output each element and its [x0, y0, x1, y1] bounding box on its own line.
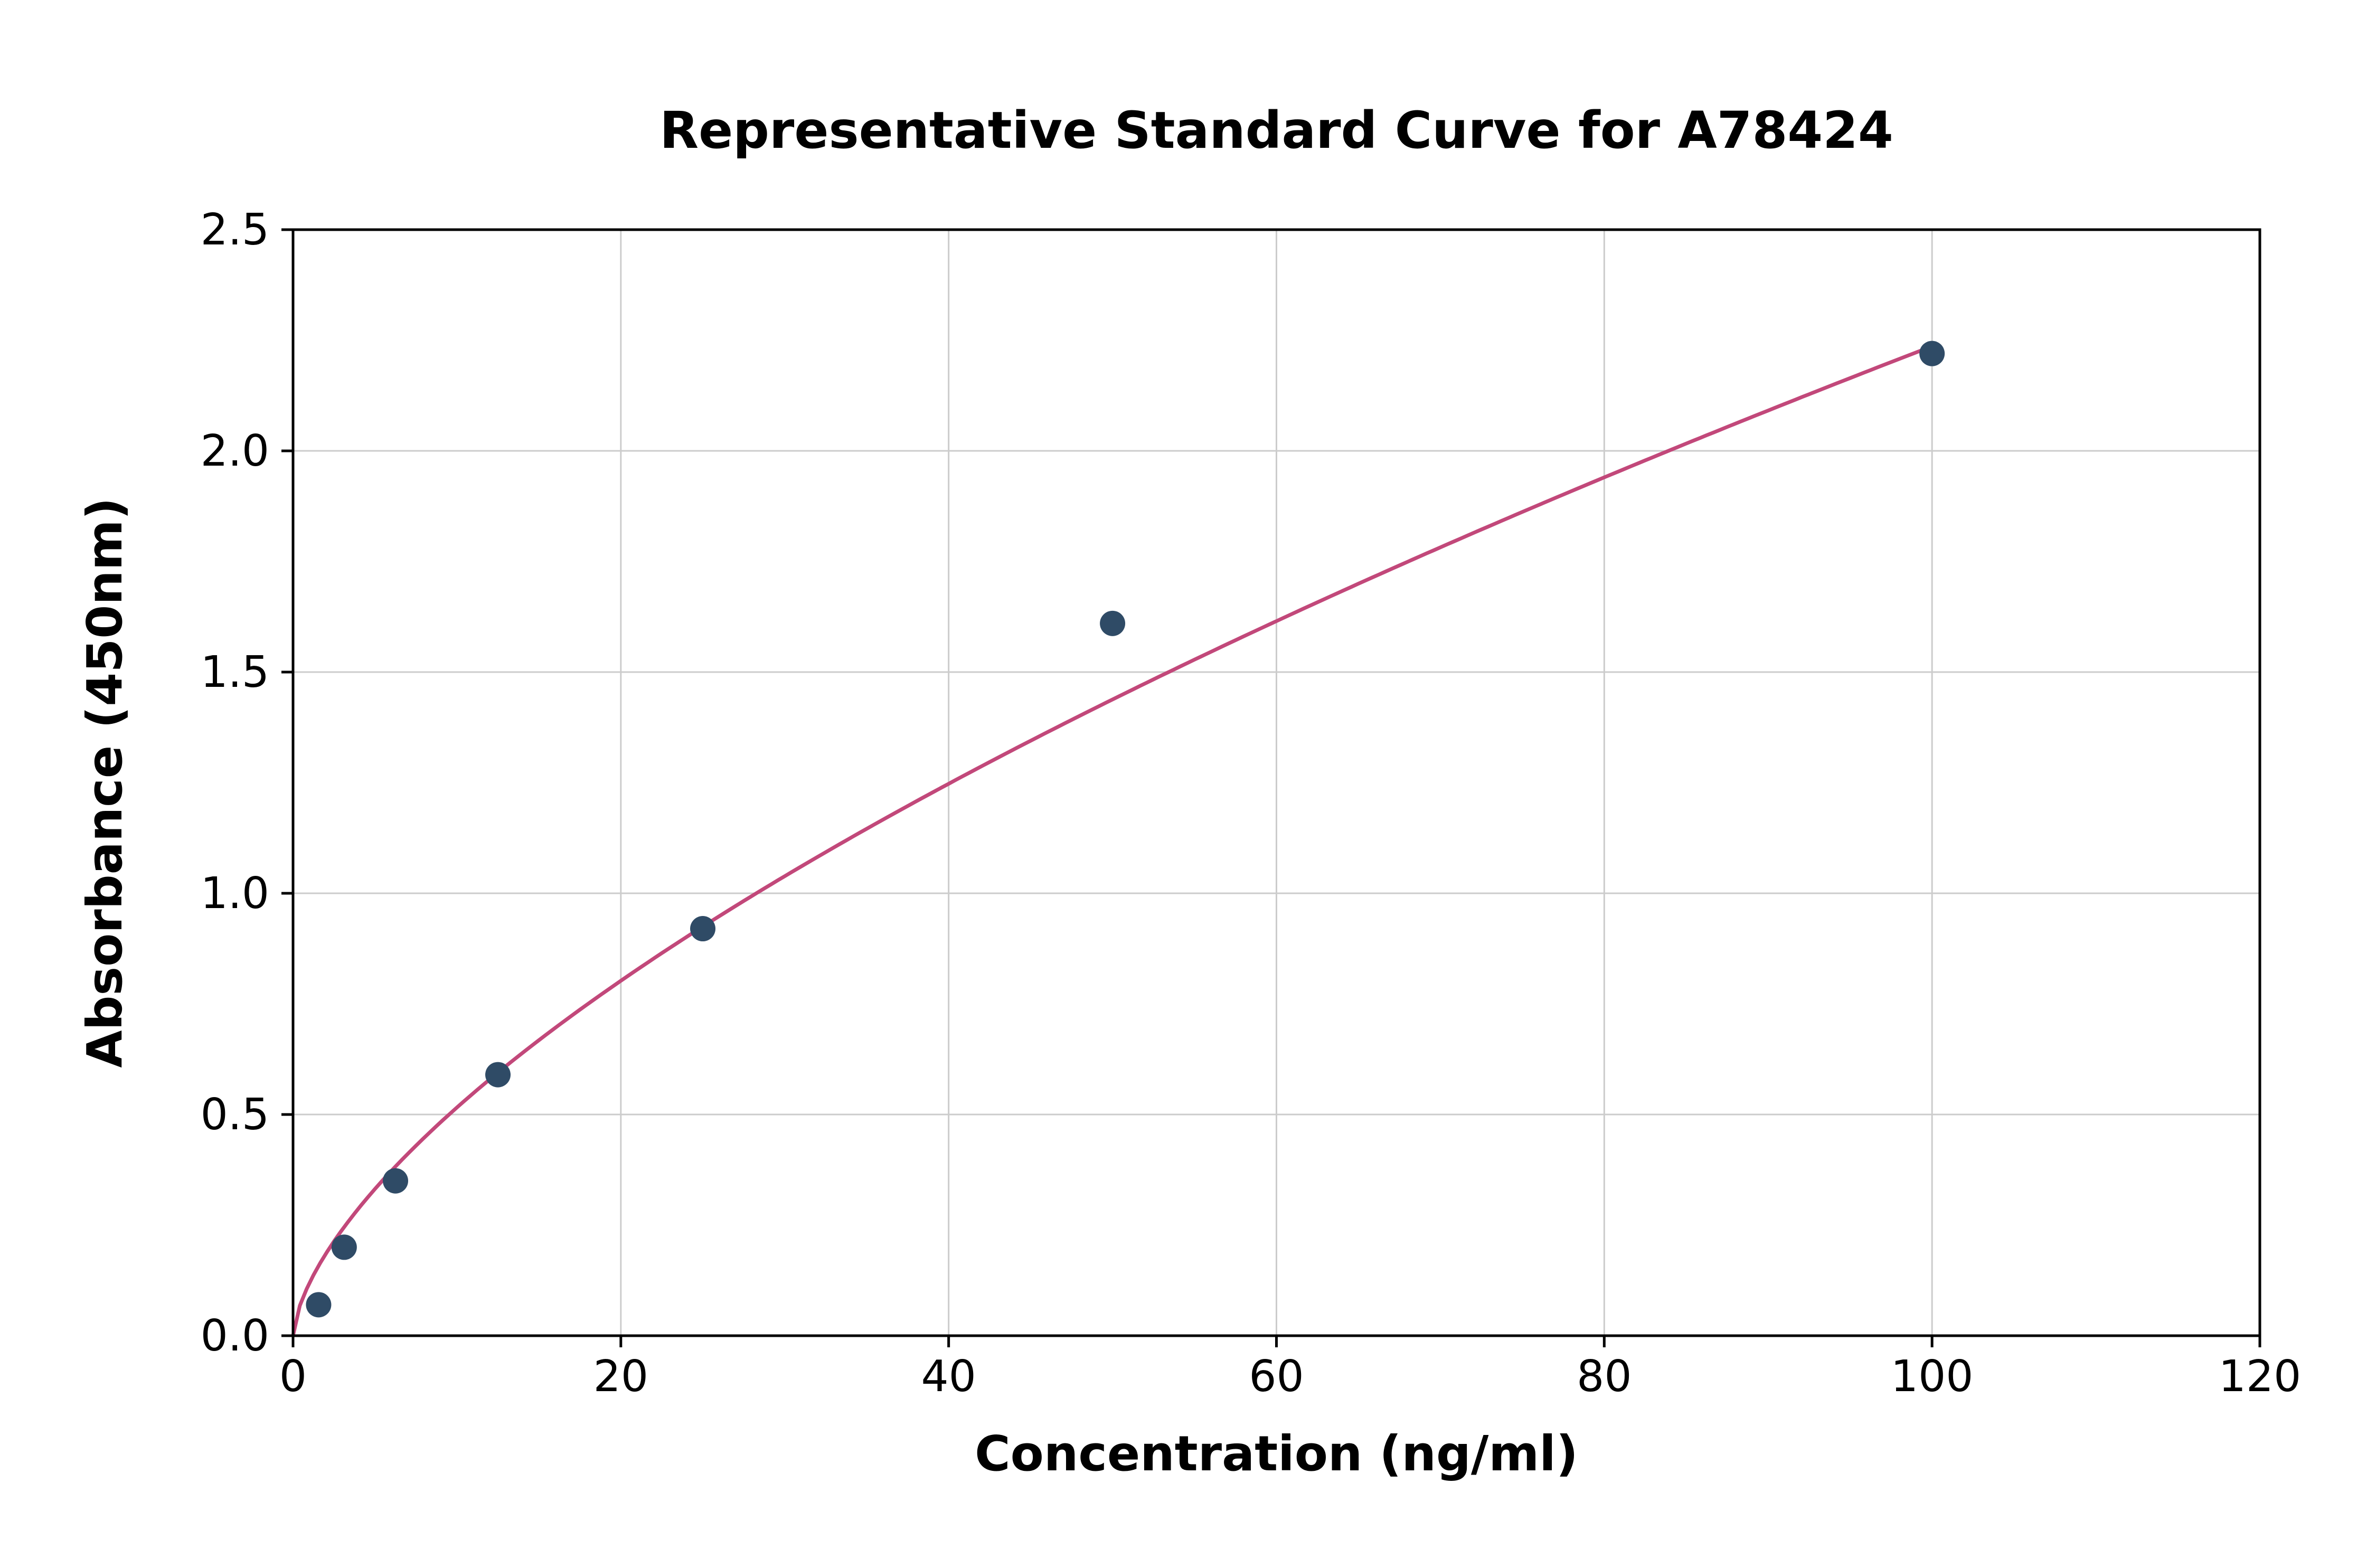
- chart-title: Representative Standard Curve for A78424: [659, 101, 1893, 160]
- x-tick-label: 120: [2219, 1352, 2302, 1402]
- tick-labels: 0 20 40 60 80 100 120 0.0 0.5 1.0 1.5 2.0 2.5: [201, 205, 2302, 1402]
- data-point: [690, 916, 716, 942]
- x-tick-label: 80: [1577, 1352, 1632, 1402]
- y-tick-label: 2.0: [201, 426, 269, 476]
- x-tick-label: 0: [279, 1352, 307, 1402]
- x-tick-label: 40: [921, 1352, 976, 1402]
- fit-curve: [291, 344, 1934, 1338]
- y-tick-label: 0.0: [201, 1311, 269, 1361]
- y-tick-label: 0.5: [201, 1090, 269, 1140]
- data-points: [306, 341, 1945, 1318]
- axis-ticks: [281, 228, 2261, 1347]
- standard-curve-line: [291, 344, 1934, 1338]
- data-point: [1100, 610, 1126, 636]
- x-axis-label: Concentration (ng/ml): [975, 1425, 1578, 1482]
- y-axis-label: Absorbance (450nm): [77, 497, 133, 1068]
- x-tick-label: 20: [593, 1352, 648, 1402]
- y-tick-label: 1.5: [201, 647, 269, 697]
- data-point: [485, 1062, 511, 1088]
- data-point: [331, 1234, 357, 1260]
- data-point: [1919, 341, 1945, 366]
- x-tick-label: 100: [1891, 1352, 1974, 1402]
- y-tick-label: 2.5: [201, 205, 269, 255]
- data-point: [383, 1168, 409, 1194]
- y-tick-label: 1.0: [201, 868, 269, 919]
- grid-lines: [292, 229, 2261, 1337]
- x-tick-label: 60: [1249, 1352, 1304, 1402]
- data-point: [306, 1292, 332, 1318]
